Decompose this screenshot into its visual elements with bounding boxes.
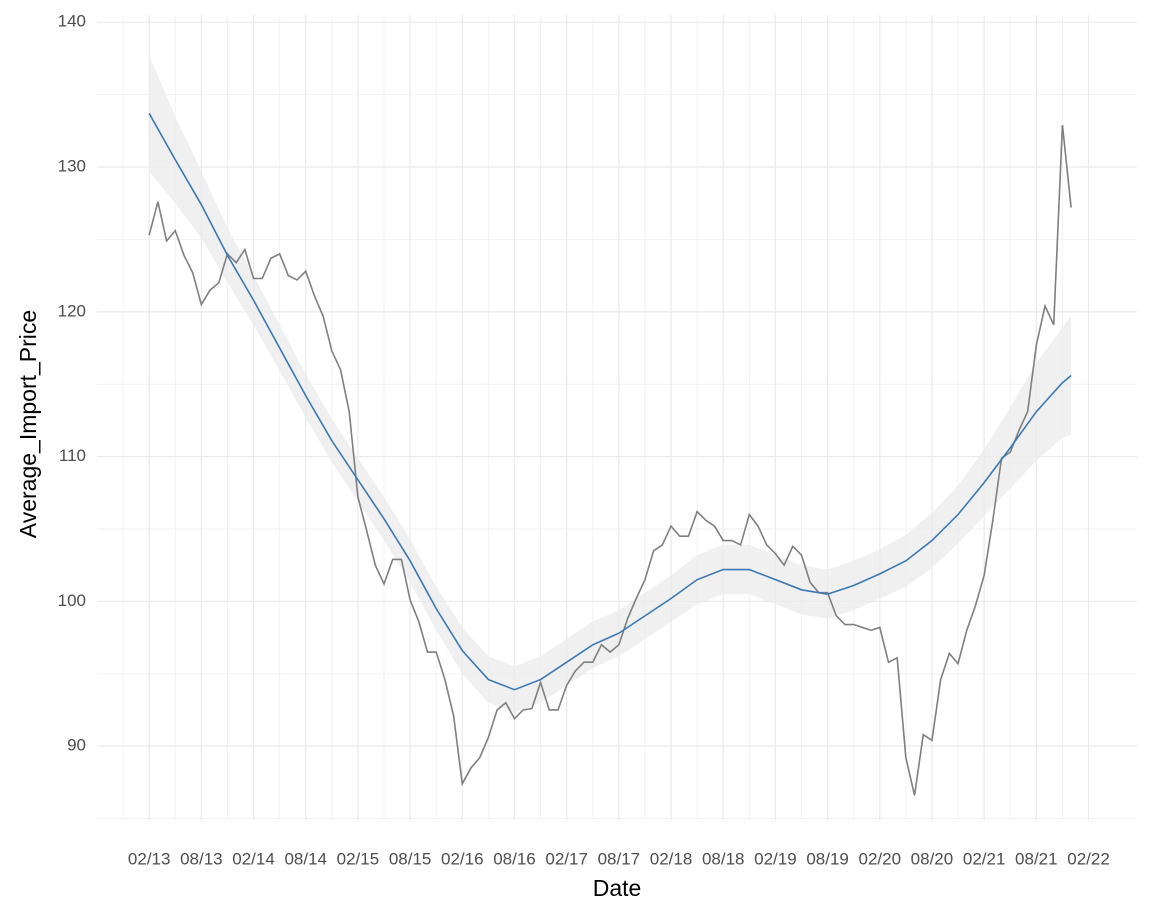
price-line (148, 124, 1072, 796)
x-tick-label: 08/13 (180, 849, 223, 868)
x-tick-label: 02/21 (963, 849, 1006, 868)
y-tick-label: 140 (58, 12, 86, 31)
x-tick-label: 02/18 (650, 849, 693, 868)
x-tick-label: 02/15 (337, 849, 380, 868)
y-tick-label: 120 (58, 301, 86, 320)
y-axis-title: Average_Import_Price (15, 310, 41, 538)
x-tick-label: 08/15 (389, 849, 432, 868)
x-tick-label: 02/19 (754, 849, 797, 868)
y-tick-label: 130 (58, 157, 86, 176)
x-tick-label: 08/21 (1015, 849, 1058, 868)
y-tick-label: 110 (59, 446, 86, 465)
x-tick-label: 08/19 (806, 849, 849, 868)
x-tick-label: 08/17 (598, 849, 641, 868)
x-tick-label: 08/18 (702, 849, 745, 868)
x-tick-label: 08/20 (911, 849, 954, 868)
x-tick-label: 08/14 (284, 849, 327, 868)
x-axis-title: Date (593, 875, 642, 901)
x-tick-label: 08/16 (493, 849, 536, 868)
y-tick-label: 90 (67, 736, 86, 755)
y-tick-label: 100 (58, 591, 86, 610)
x-tick-label: 02/16 (441, 849, 484, 868)
x-tick-label: 02/13 (128, 849, 171, 868)
x-tick-label: 02/22 (1067, 849, 1110, 868)
x-tick-label: 02/14 (232, 849, 275, 868)
x-tick-label: 02/17 (545, 849, 588, 868)
x-tick-label: 02/20 (858, 849, 901, 868)
grid (97, 15, 1137, 820)
smooth-line (148, 113, 1072, 691)
